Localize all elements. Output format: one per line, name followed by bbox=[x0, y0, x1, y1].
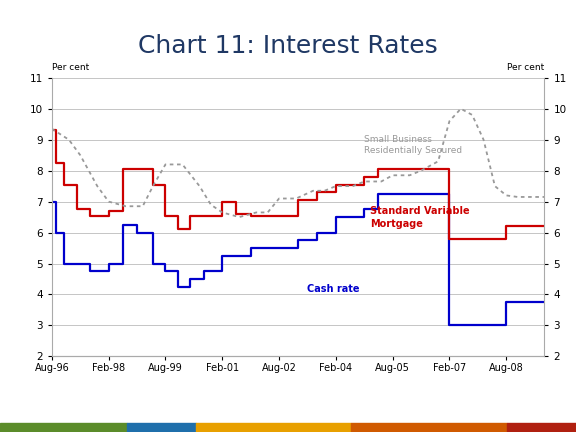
Text: Cash rate: Cash rate bbox=[308, 284, 360, 294]
Text: 13: 13 bbox=[545, 403, 559, 414]
Bar bbox=[0, 423, 127, 432]
Text: Small Business
Residentially Secured: Small Business Residentially Secured bbox=[364, 135, 463, 155]
Bar bbox=[351, 423, 507, 432]
Text: Per cent: Per cent bbox=[507, 63, 544, 72]
Bar bbox=[127, 423, 196, 432]
Bar bbox=[507, 423, 576, 432]
Text: Chart 11: Interest Rates: Chart 11: Interest Rates bbox=[138, 34, 438, 58]
Text: Per cent: Per cent bbox=[52, 63, 89, 72]
Bar bbox=[196, 423, 351, 432]
Text: Standard Variable
Mortgage: Standard Variable Mortgage bbox=[370, 206, 469, 229]
Text: Source: Reserve Bank of Australia and Treasury.: Source: Reserve Bank of Australia and Tr… bbox=[12, 404, 195, 413]
